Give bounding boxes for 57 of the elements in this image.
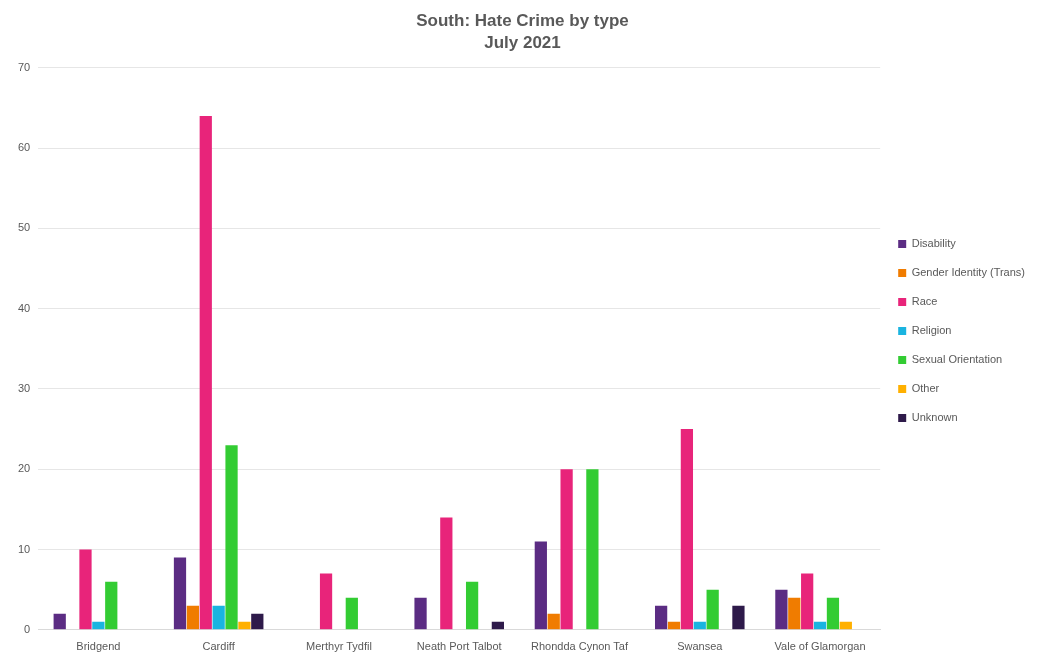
legend-label: Disability [911, 237, 957, 250]
bar [53, 613, 66, 630]
bar [788, 597, 801, 630]
bar [693, 621, 706, 630]
legend-label: Gender Identity (Trans) [911, 266, 1026, 279]
y-tick-label: 50 [17, 221, 31, 234]
legend-label: Unknown [911, 411, 958, 424]
bar [775, 589, 788, 630]
bar [813, 621, 827, 630]
bar [680, 429, 694, 630]
bar [547, 613, 560, 630]
legend-label: Other [911, 382, 940, 395]
y-tick-label: 60 [17, 141, 31, 154]
y-tick-label: 10 [17, 542, 31, 555]
bar [440, 517, 453, 630]
chart-subtitle: July 2021 [484, 33, 561, 53]
bar [586, 469, 599, 630]
bar [560, 469, 573, 630]
bar [225, 445, 238, 630]
bar [654, 605, 668, 630]
bar [173, 557, 187, 630]
x-tick-label: Vale of Glamorgan [774, 640, 866, 653]
legend-label: Religion [911, 324, 952, 337]
bar [345, 597, 358, 630]
bar [491, 621, 504, 630]
y-tick-label: 30 [17, 381, 31, 394]
chart-title: South: Hate Crime by type [416, 10, 629, 30]
bar [186, 605, 199, 630]
bar [212, 605, 225, 630]
x-tick-label: Rhondda Cynon Taf [530, 640, 629, 653]
legend-label: Sexual Orientation [911, 353, 1003, 366]
y-tick-label: 0 [24, 622, 31, 635]
legend-label: Race [911, 295, 938, 308]
x-tick-label: Swansea [677, 640, 724, 653]
bar [839, 621, 852, 630]
bar [667, 621, 681, 630]
bar [465, 581, 479, 630]
bar [319, 573, 333, 630]
bar [105, 581, 118, 630]
bar [199, 115, 212, 630]
bar [534, 541, 547, 630]
bar [92, 621, 105, 630]
y-tick-label: 20 [17, 462, 31, 475]
x-tick-label: Neath Port Talbot [416, 640, 502, 653]
bar [826, 597, 840, 630]
x-tick-label: Bridgend [76, 640, 121, 653]
y-tick-label: 40 [17, 301, 31, 314]
bar [706, 589, 719, 630]
bar [238, 621, 251, 630]
y-tick-label: 70 [17, 60, 31, 73]
bar [732, 605, 745, 630]
bar [79, 549, 92, 630]
x-tick-label: Merthyr Tydfil [306, 640, 372, 653]
bar [414, 597, 427, 630]
x-tick-label: Cardiff [202, 640, 236, 653]
bar [251, 613, 264, 630]
bar [801, 573, 814, 630]
